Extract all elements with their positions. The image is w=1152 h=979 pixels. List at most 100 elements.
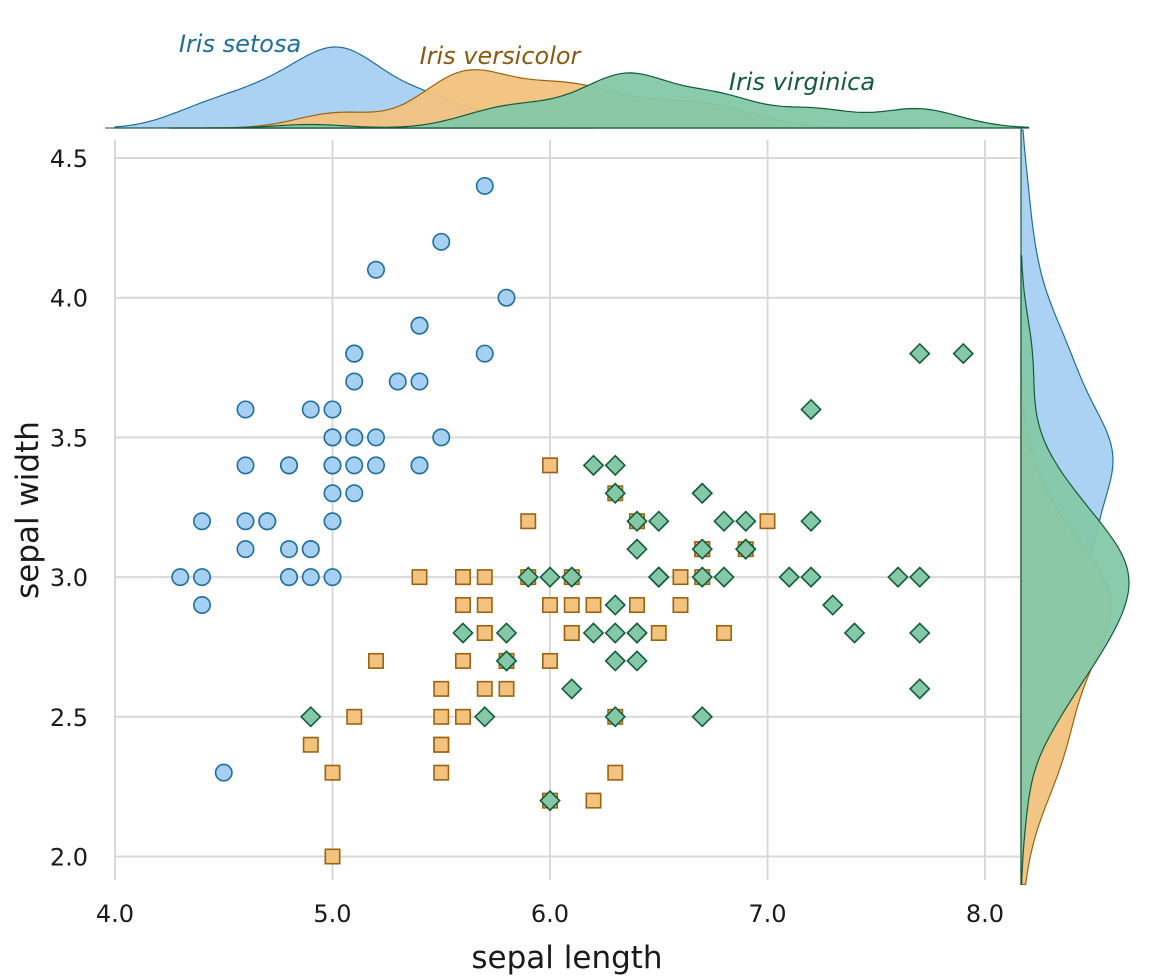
point-diamond-20 bbox=[735, 510, 757, 532]
point-diamond-5 bbox=[887, 566, 909, 588]
point-square-47 bbox=[585, 597, 602, 614]
point-diamond-45 bbox=[691, 566, 713, 588]
point-circle-28 bbox=[366, 456, 385, 475]
species-labels: Iris setosa Iris versicolor Iris virginica bbox=[179, 30, 875, 96]
point-square-45 bbox=[476, 569, 493, 586]
point-square-37 bbox=[607, 764, 624, 781]
top-density-diamond bbox=[169, 72, 1030, 129]
point-diamond-48 bbox=[582, 454, 605, 477]
data-points bbox=[171, 176, 974, 865]
tick-labels: 4.0 5.0 6.0 7.0 8.0 2.0 2.5 3.0 3.5 4.0 4.5 bbox=[50, 145, 1004, 928]
point-square-28 bbox=[541, 597, 558, 614]
species-label-circle: Iris setosa bbox=[179, 30, 301, 58]
point-circle-17 bbox=[345, 428, 364, 447]
y-tick-label-5: 4.5 bbox=[50, 145, 88, 173]
point-diamond-35 bbox=[909, 566, 931, 588]
point-circle-32 bbox=[366, 260, 385, 279]
point-diamond-7 bbox=[822, 594, 844, 616]
point-diamond-27 bbox=[561, 566, 583, 588]
point-diamond-37 bbox=[626, 538, 648, 560]
y-tick-label-2: 3.0 bbox=[50, 564, 88, 592]
point-circle-1 bbox=[301, 568, 320, 587]
point-square-4 bbox=[650, 624, 667, 641]
point-circle-16 bbox=[410, 316, 429, 335]
point-diamond-38 bbox=[539, 566, 561, 588]
y-tick-label-0: 2.0 bbox=[50, 844, 88, 872]
point-square-35 bbox=[541, 457, 558, 474]
point-diamond-17 bbox=[909, 342, 931, 365]
point-circle-43 bbox=[323, 428, 342, 447]
point-circle-38 bbox=[193, 568, 212, 587]
point-diamond-25 bbox=[800, 510, 822, 532]
right-marginal-density bbox=[1020, 128, 1130, 886]
point-circle-4 bbox=[323, 400, 342, 419]
point-diamond-10 bbox=[648, 510, 670, 532]
point-square-43 bbox=[324, 764, 341, 781]
point-diamond-34 bbox=[561, 678, 583, 700]
point-diamond-19 bbox=[539, 789, 561, 812]
point-diamond-30 bbox=[843, 622, 866, 644]
point-diamond-6 bbox=[300, 706, 322, 728]
point-square-0 bbox=[759, 513, 776, 530]
point-diamond-49 bbox=[517, 566, 539, 588]
species-label-diamond: Iris virginica bbox=[729, 68, 875, 96]
point-square-24 bbox=[628, 597, 645, 614]
point-circle-25 bbox=[323, 568, 342, 587]
point-diamond-8 bbox=[691, 706, 713, 728]
point-circle-39 bbox=[345, 456, 364, 475]
point-circle-8 bbox=[193, 596, 212, 615]
point-square-13 bbox=[563, 597, 580, 614]
point-circle-29 bbox=[258, 512, 277, 531]
x-axis-title: sepal length bbox=[471, 940, 662, 976]
point-square-42 bbox=[498, 680, 515, 697]
x-tick-label-4: 8.0 bbox=[966, 900, 1004, 928]
point-diamond-12 bbox=[713, 566, 735, 588]
point-circle-46 bbox=[345, 344, 364, 363]
point-diamond-14 bbox=[495, 622, 518, 644]
x-tick-label-3: 7.0 bbox=[748, 900, 786, 928]
point-square-31 bbox=[433, 736, 450, 753]
point-circle-18 bbox=[475, 344, 494, 363]
y-tick-label-1: 2.5 bbox=[50, 704, 88, 732]
point-square-33 bbox=[541, 652, 558, 669]
point-circle-3 bbox=[236, 540, 255, 559]
point-circle-27 bbox=[366, 428, 385, 447]
x-tick-label-2: 6.0 bbox=[531, 900, 569, 928]
point-square-29 bbox=[476, 680, 493, 697]
point-circle-14 bbox=[497, 288, 516, 307]
point-square-40 bbox=[433, 680, 450, 697]
point-square-39 bbox=[433, 708, 450, 725]
point-square-44 bbox=[454, 652, 471, 669]
point-square-25 bbox=[672, 569, 689, 586]
point-diamond-32 bbox=[626, 622, 648, 644]
point-square-48 bbox=[346, 708, 363, 725]
point-square-18 bbox=[585, 792, 602, 809]
top-marginal-density bbox=[105, 46, 1030, 129]
point-circle-41 bbox=[214, 763, 233, 782]
point-circle-31 bbox=[410, 456, 429, 475]
point-circle-6 bbox=[236, 456, 255, 475]
right-density-diamond bbox=[1020, 255, 1130, 886]
point-diamond-33 bbox=[604, 622, 626, 644]
point-square-34 bbox=[411, 569, 428, 586]
point-circle-45 bbox=[279, 568, 298, 587]
point-diamond-44 bbox=[691, 482, 713, 505]
y-tick-label-4: 4.0 bbox=[50, 285, 88, 313]
y-tick-label-3: 3.5 bbox=[50, 424, 88, 452]
point-square-9 bbox=[367, 652, 384, 669]
point-square-10 bbox=[324, 848, 341, 865]
point-circle-47 bbox=[236, 512, 255, 531]
point-square-23 bbox=[563, 624, 580, 641]
point-diamond-26 bbox=[582, 622, 605, 644]
point-diamond-3 bbox=[604, 594, 626, 616]
point-circle-34 bbox=[301, 540, 320, 559]
point-diamond-0 bbox=[604, 482, 626, 505]
point-circle-26 bbox=[323, 456, 342, 475]
point-square-19 bbox=[454, 708, 471, 725]
point-square-8 bbox=[672, 597, 689, 614]
point-diamond-41 bbox=[735, 538, 757, 560]
point-circle-36 bbox=[432, 428, 451, 447]
point-circle-35 bbox=[323, 512, 342, 531]
point-diamond-18 bbox=[909, 678, 931, 700]
